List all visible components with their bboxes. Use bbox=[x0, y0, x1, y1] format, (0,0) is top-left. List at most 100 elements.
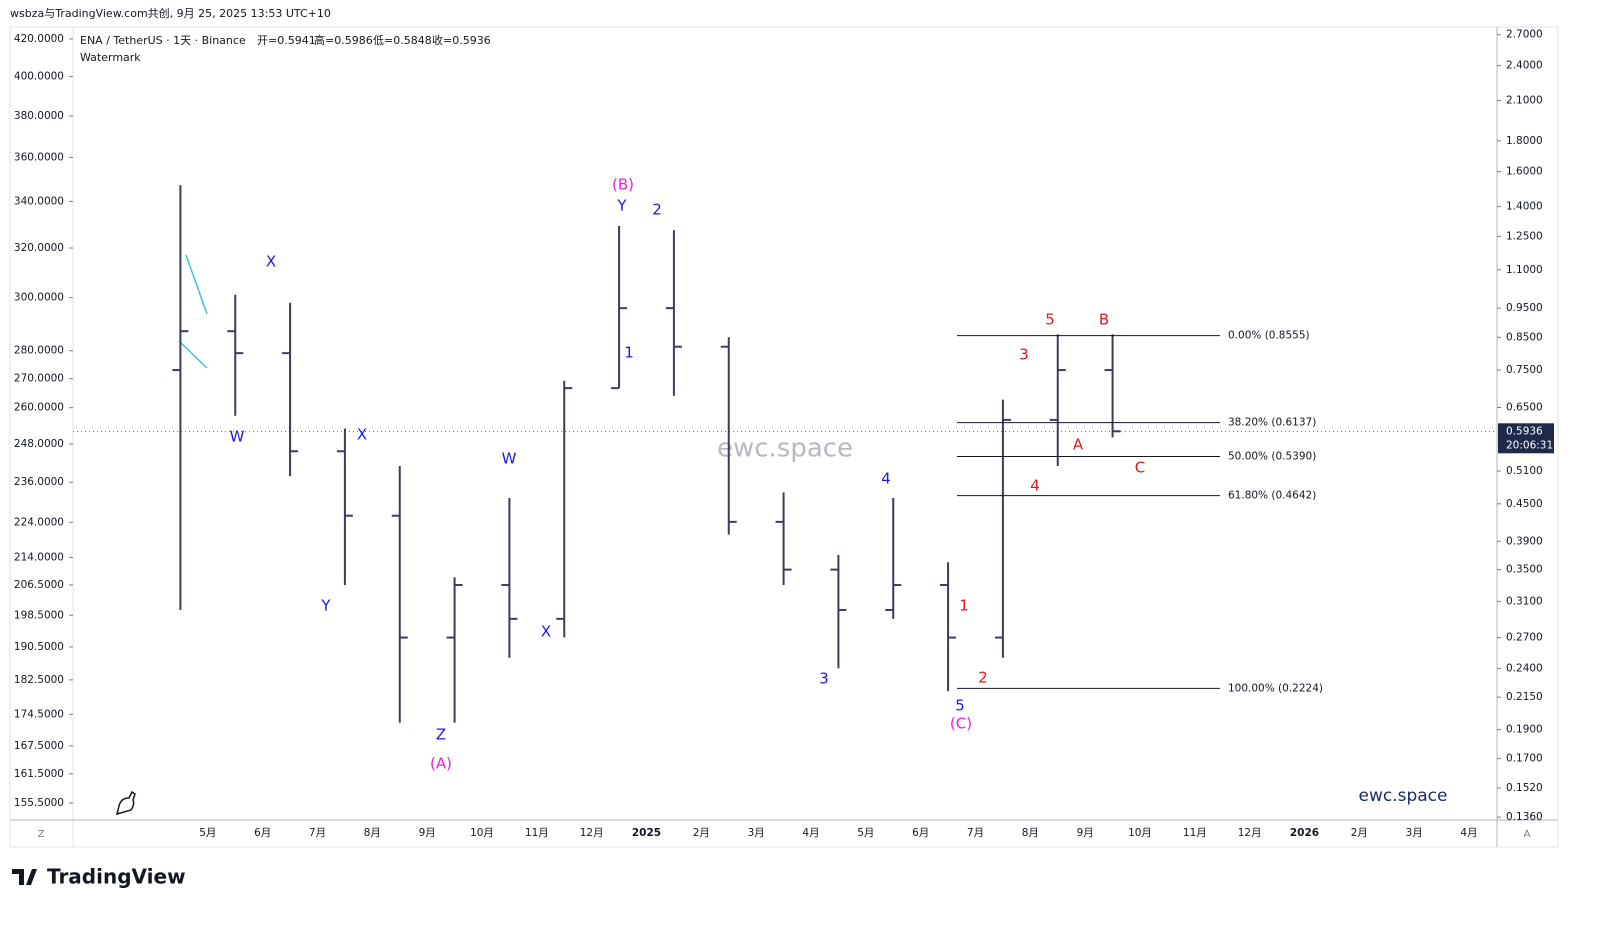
x-tick-label: 2025 bbox=[632, 827, 661, 839]
wave-label: B bbox=[1099, 311, 1109, 329]
wave-label: X bbox=[541, 623, 551, 641]
y-tick-label: 0.1360 bbox=[1506, 811, 1543, 823]
wave-label: 1 bbox=[624, 344, 634, 362]
y2-tick-label: 300.0000 bbox=[14, 292, 64, 304]
wave-label: (A) bbox=[430, 755, 452, 773]
y-tick-label: 0.3900 bbox=[1506, 535, 1543, 547]
x-tick-label: 2月 bbox=[693, 827, 710, 839]
wave-label: (B) bbox=[612, 176, 634, 194]
x-tick-label: 2月 bbox=[1351, 827, 1368, 839]
wave-label: 2 bbox=[978, 669, 988, 687]
x-tick-label: 6月 bbox=[254, 827, 271, 839]
y-tick-label: 2.4000 bbox=[1506, 60, 1543, 72]
x-tick-label: 7月 bbox=[967, 827, 984, 839]
wave-label: Z bbox=[436, 726, 446, 744]
y2-tick-label: 420.0000 bbox=[14, 33, 64, 45]
wave-label: X bbox=[357, 426, 367, 444]
x-tick-label: 9月 bbox=[1077, 827, 1094, 839]
y-tick-label: 1.1000 bbox=[1506, 264, 1543, 276]
y2-tick-label: 214.0000 bbox=[14, 551, 64, 563]
y-tick-label: 0.8500 bbox=[1506, 331, 1543, 343]
wave-label: W bbox=[230, 428, 245, 446]
trend-line bbox=[185, 254, 208, 315]
x-tick-label: 8月 bbox=[1022, 827, 1039, 839]
fib-label: 38.20% (0.6137) bbox=[1228, 417, 1316, 429]
fib-label: 100.00% (0.2224) bbox=[1228, 682, 1323, 694]
y-tick-label: 0.1520 bbox=[1506, 782, 1543, 794]
y2-tick-label: 190.5000 bbox=[14, 641, 64, 653]
y2-tick-label: 236.0000 bbox=[14, 476, 64, 488]
y2-tick-label: 198.5000 bbox=[14, 609, 64, 621]
x-tick-label: 5月 bbox=[857, 827, 874, 839]
y-tick-label: 1.8000 bbox=[1506, 135, 1543, 147]
wave-label: 4 bbox=[881, 470, 891, 488]
wave-label: (C) bbox=[950, 715, 972, 733]
x-tick-label: 8月 bbox=[364, 827, 381, 839]
x-tick-label: 4月 bbox=[1460, 827, 1477, 839]
tv-logo: TradingView bbox=[12, 865, 186, 889]
x-tick-label: 10月 bbox=[470, 827, 494, 839]
fib-label: 0.00% (0.8555) bbox=[1228, 330, 1310, 342]
x-tick-label: 10月 bbox=[1128, 827, 1152, 839]
x-tick-label: 12月 bbox=[580, 827, 604, 839]
y-tick-label: 0.3100 bbox=[1506, 595, 1543, 607]
y-tick-label: 0.3500 bbox=[1506, 564, 1543, 576]
x-tick-label: 12月 bbox=[1238, 827, 1262, 839]
legend-high: 高=0.5986 bbox=[314, 33, 373, 47]
x-tick-label: 3月 bbox=[748, 827, 765, 839]
y-tick-label: 0.6500 bbox=[1506, 402, 1543, 414]
wave-label: Y bbox=[320, 597, 331, 615]
x-tick-label: 5月 bbox=[199, 827, 216, 839]
wave-label: 4 bbox=[1030, 477, 1040, 495]
x-tick-label: 9月 bbox=[419, 827, 436, 839]
y-tick-label: 2.1000 bbox=[1506, 94, 1543, 106]
y2-tick-label: 182.5000 bbox=[14, 674, 64, 686]
y2-tick-label: 260.0000 bbox=[14, 402, 64, 414]
y2-tick-label: 360.0000 bbox=[14, 151, 64, 163]
fib-label: 50.00% (0.5390) bbox=[1228, 451, 1316, 463]
y-tick-label: 0.5100 bbox=[1506, 465, 1543, 477]
y2-tick-label: 380.0000 bbox=[14, 110, 64, 122]
wave-label: 3 bbox=[819, 670, 829, 688]
x-tick-label: 6月 bbox=[912, 827, 929, 839]
corner-right[interactable]: A bbox=[1524, 829, 1531, 840]
y2-tick-label: 224.0000 bbox=[14, 516, 64, 528]
y-tick-label: 0.4500 bbox=[1506, 498, 1543, 510]
y-tick-label: 1.2500 bbox=[1506, 230, 1543, 242]
tv-logo-mark bbox=[12, 869, 37, 885]
wave-label: 1 bbox=[959, 597, 969, 615]
brand: ewc.space bbox=[1359, 786, 1448, 806]
y2-tick-label: 270.0000 bbox=[14, 373, 64, 385]
y-tick-label: 0.2150 bbox=[1506, 691, 1543, 703]
x-tick-label: 11月 bbox=[525, 827, 549, 839]
frame bbox=[9, 26, 1559, 848]
legend-close: 收=0.5936 bbox=[432, 33, 491, 47]
wave-label: 5 bbox=[1045, 311, 1055, 329]
y2-tick-label: 248.0000 bbox=[14, 438, 64, 450]
y-tick-label: 0.1900 bbox=[1506, 724, 1543, 736]
logo-text: TradingView bbox=[47, 865, 186, 889]
y2-tick-label: 155.5000 bbox=[14, 797, 64, 809]
wave-label: 5 bbox=[955, 697, 965, 715]
dino-icon bbox=[115, 790, 136, 816]
y2-tick-label: 400.0000 bbox=[14, 70, 64, 82]
x-tick-label: 2026 bbox=[1290, 827, 1319, 839]
wave-label: A bbox=[1073, 436, 1084, 454]
legend-low: 低=0.5848 bbox=[373, 34, 432, 47]
y-tick-label: 1.6000 bbox=[1506, 166, 1543, 178]
wave-label: Y bbox=[616, 197, 627, 215]
y-tick-label: 0.7500 bbox=[1506, 364, 1543, 376]
header: wsbza与TradingView.com共创, 9月 25, 2025 13:… bbox=[10, 7, 331, 20]
trend-line bbox=[178, 340, 208, 369]
indicator: Watermark bbox=[80, 51, 141, 64]
corner-left[interactable]: Z bbox=[38, 829, 45, 840]
wave-label: W bbox=[502, 450, 517, 468]
x-tick-label: 3月 bbox=[1406, 827, 1423, 839]
y-tick-label: 0.9500 bbox=[1506, 302, 1543, 314]
y2-tick-label: 167.5000 bbox=[14, 740, 64, 752]
y2-tick-label: 161.5000 bbox=[14, 768, 64, 780]
y-tick-label: 0.2700 bbox=[1506, 632, 1543, 644]
y2-tick-label: 174.5000 bbox=[14, 708, 64, 720]
